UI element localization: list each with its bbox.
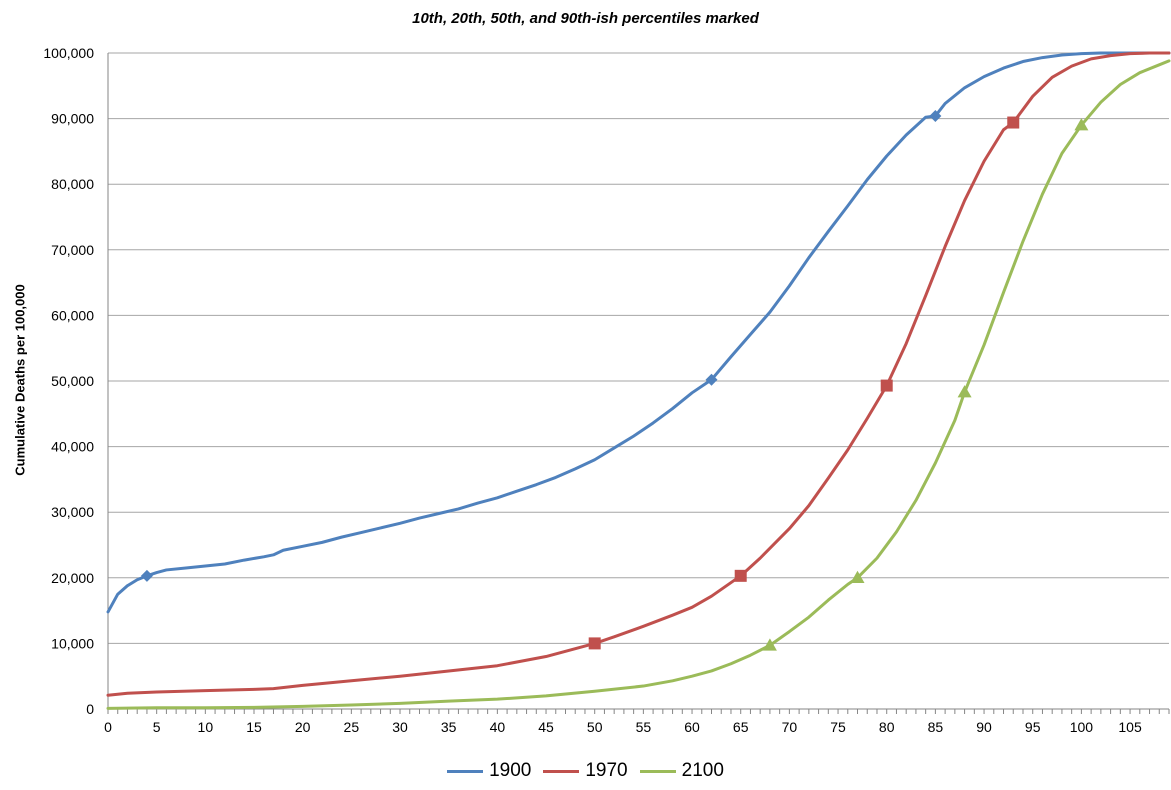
y-axis-label: Cumulative Deaths per 100,000 bbox=[12, 284, 28, 476]
y-tick-label: 40,000 bbox=[51, 439, 94, 455]
x-tick-label: 30 bbox=[392, 719, 408, 735]
y-tick-label: 30,000 bbox=[51, 504, 94, 520]
x-tick-label: 105 bbox=[1118, 719, 1142, 735]
legend-swatch bbox=[447, 769, 484, 773]
legend-label: 1970 bbox=[585, 760, 628, 781]
x-tick-label: 85 bbox=[928, 719, 944, 735]
series-line-1970 bbox=[106, 51, 1171, 697]
series-line-1900 bbox=[106, 51, 1171, 614]
x-tick-label: 5 bbox=[153, 719, 161, 735]
x-tick-label: 100 bbox=[1070, 719, 1094, 735]
marker-diamond bbox=[929, 109, 942, 122]
x-tick-label: 65 bbox=[733, 719, 749, 735]
x-tick-label: 70 bbox=[782, 719, 798, 735]
x-tick-label: 75 bbox=[830, 719, 846, 735]
marker-square bbox=[880, 379, 893, 392]
legend-item: 2100 bbox=[639, 760, 724, 782]
legend-item: 1900 bbox=[447, 760, 531, 782]
x-tick-label: 45 bbox=[538, 719, 554, 735]
marker-square bbox=[1007, 116, 1020, 129]
y-tick-label: 60,000 bbox=[51, 307, 94, 323]
legend-item: 1970 bbox=[543, 760, 628, 782]
y-tick-label: 100,000 bbox=[43, 45, 94, 61]
x-tick-label: 55 bbox=[636, 719, 652, 735]
legend-swatch bbox=[543, 769, 580, 773]
legend-label: 1900 bbox=[489, 760, 532, 781]
marker-diamond bbox=[140, 569, 153, 582]
y-tick-label: 0 bbox=[86, 701, 94, 717]
y-tick-label: 10,000 bbox=[51, 635, 94, 651]
x-tick-label: 60 bbox=[684, 719, 700, 735]
y-tick-label: 50,000 bbox=[51, 373, 94, 389]
marker-square bbox=[734, 569, 747, 582]
legend: 1900 1970 2100 bbox=[0, 760, 1171, 782]
marker-triangle bbox=[1074, 118, 1089, 131]
x-tick-label: 40 bbox=[490, 719, 506, 735]
marker-triangle bbox=[850, 570, 865, 584]
y-tick-label: 90,000 bbox=[51, 111, 94, 127]
marker-diamond bbox=[705, 373, 718, 386]
y-tick-label: 70,000 bbox=[51, 242, 94, 258]
x-tick-label: 25 bbox=[344, 719, 360, 735]
x-tick-label: 20 bbox=[295, 719, 311, 735]
chart-title: 10th, 20th, 50th, and 90th-ish percentil… bbox=[412, 10, 759, 27]
legend-label: 2100 bbox=[681, 760, 724, 781]
series-line-2100 bbox=[106, 59, 1171, 710]
x-tick-label: 0 bbox=[104, 719, 112, 735]
x-tick-label: 95 bbox=[1025, 719, 1041, 735]
y-tick-label: 20,000 bbox=[51, 570, 94, 586]
y-tick-label: 80,000 bbox=[51, 176, 94, 192]
x-tick-label: 90 bbox=[976, 719, 992, 735]
marker-triangle bbox=[957, 385, 972, 398]
x-tick-label: 50 bbox=[587, 719, 603, 735]
marker-square bbox=[588, 637, 601, 650]
x-tick-label: 10 bbox=[198, 719, 214, 735]
marker-triangle bbox=[762, 638, 777, 651]
x-tick-label: 80 bbox=[879, 719, 895, 735]
legend-swatch bbox=[639, 769, 676, 773]
x-tick-label: 15 bbox=[246, 719, 262, 735]
x-tick-label: 35 bbox=[441, 719, 457, 735]
